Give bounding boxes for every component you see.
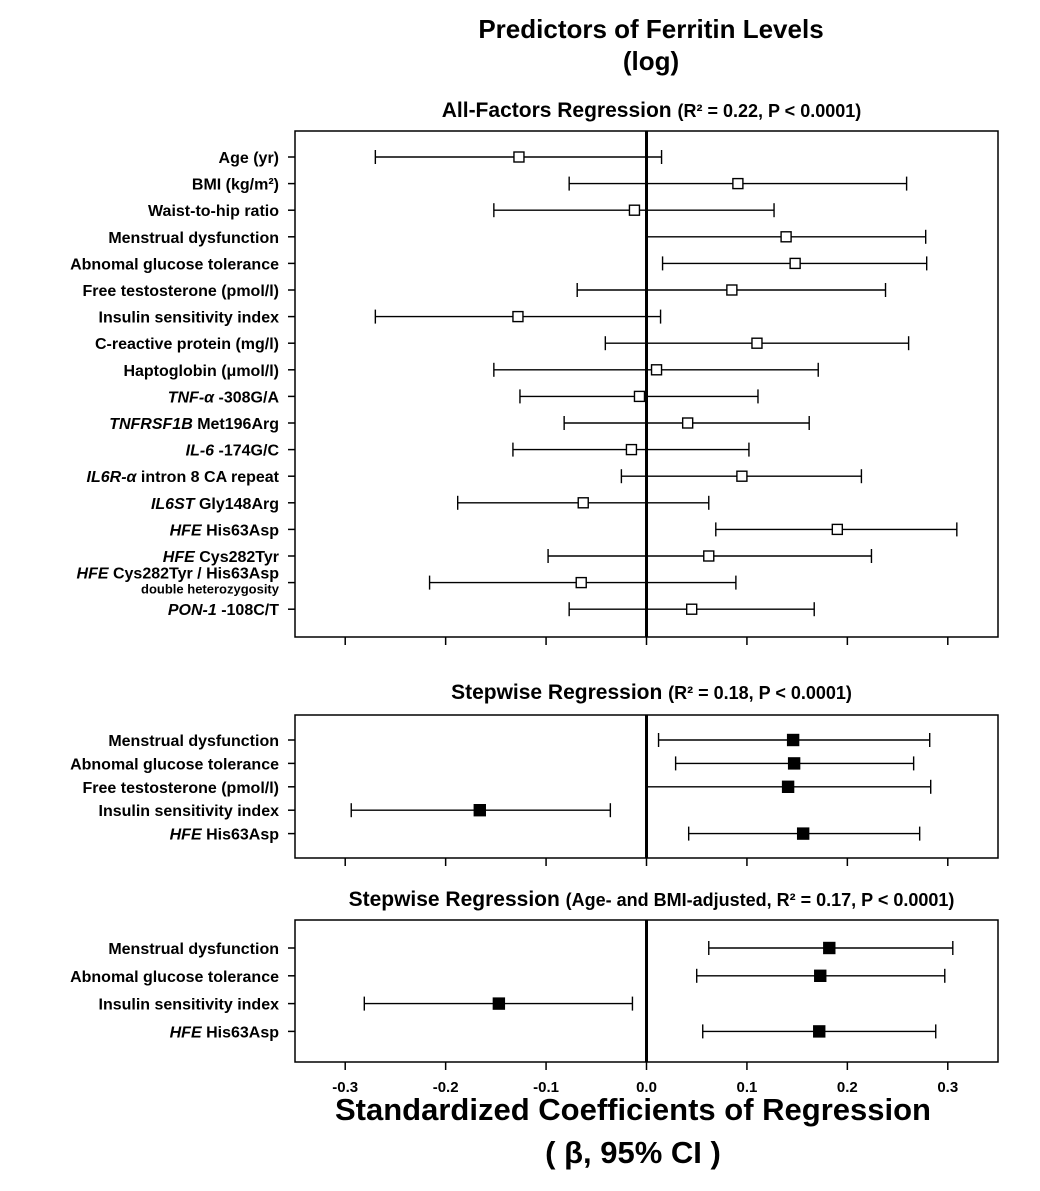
estimate-marker	[796, 827, 810, 840]
row-label: PON-1 -108C/T	[168, 602, 279, 619]
row-label: IL6R-α intron 8 CA repeat	[87, 469, 280, 486]
row-label: Haptoglobin (μmol/l)	[123, 363, 279, 380]
row-label: Free testosterone (pmol/l)	[83, 283, 279, 300]
estimate-marker	[726, 284, 738, 296]
panel-title: Stepwise Regression (R² = 0.18, P < 0.00…	[451, 681, 852, 704]
row-label: Insulin sensitivity index	[99, 803, 280, 820]
estimate-marker	[831, 523, 844, 536]
figure-title-line1: Predictors of Ferritin Levels	[478, 14, 823, 44]
row-label: Abnomal glucose tolerance	[70, 756, 279, 773]
estimate-marker	[732, 177, 744, 190]
estimate-marker	[492, 997, 506, 1010]
row-label: TNF-α -308G/A	[168, 389, 280, 406]
row-label: IL6ST Gly148Arg	[151, 496, 279, 513]
estimate-marker	[473, 804, 486, 817]
forest-panels: All-Factors Regression (R² = 0.22, P < 0…	[70, 99, 999, 1096]
panel-title: Stepwise Regression (Age- and BMI-adjust…	[349, 888, 955, 911]
x-tick-label: -0.1	[533, 1079, 559, 1096]
row-label: Age (yr)	[219, 150, 279, 167]
estimate-marker	[780, 231, 792, 243]
estimate-marker	[685, 603, 698, 615]
row-label: Abnomal glucose tolerance	[70, 256, 279, 273]
estimate-marker	[681, 417, 694, 429]
row-label: HFE Cys282Tyr	[163, 549, 279, 566]
estimate-marker	[786, 733, 800, 747]
estimate-marker	[789, 257, 801, 270]
panel-3: Stepwise Regression (Age- and BMI-adjust…	[70, 888, 999, 1096]
x-tick-label: 0.0	[636, 1079, 657, 1096]
estimate-marker	[814, 969, 827, 982]
row-label: Insulin sensitivity index	[99, 310, 280, 327]
estimate-marker	[650, 364, 663, 376]
x-axis-label-line2: ( β, 95% CI )	[545, 1135, 721, 1170]
estimate-marker	[575, 576, 587, 589]
panel-1: All-Factors Regression (R² = 0.22, P < 0…	[70, 99, 999, 645]
row-label: IL-6 -174G/C	[186, 443, 280, 460]
estimate-marker	[823, 941, 836, 955]
estimate-marker	[736, 470, 748, 482]
panel-title: All-Factors Regression (R² = 0.22, P < 0…	[442, 99, 862, 122]
estimate-marker	[625, 443, 638, 456]
figure-title-line2: (log)	[623, 46, 679, 76]
estimate-marker	[703, 550, 715, 562]
row-label: HFE Cys282Tyr / His63Asp	[77, 566, 280, 583]
x-axis-label-line1: Standardized Coefficients of Regression	[335, 1092, 931, 1127]
x-tick-label: -0.3	[332, 1079, 358, 1096]
estimate-marker	[813, 1025, 826, 1038]
x-tick-label: -0.2	[433, 1079, 459, 1096]
row-label: Insulin sensitivity index	[99, 997, 280, 1014]
row-label: Menstrual dysfunction	[108, 941, 279, 958]
estimate-marker	[751, 337, 763, 349]
row-label: TNFRSF1B Met196Arg	[109, 416, 279, 433]
row-label: HFE His63Asp	[170, 827, 280, 844]
row-label: C-reactive protein (mg/l)	[95, 336, 279, 353]
row-label: Free testosterone (pmol/l)	[83, 780, 279, 797]
row-label: BMI (kg/m²)	[192, 177, 279, 194]
row-label: Menstrual dysfunction	[108, 230, 279, 247]
x-tick-label: 0.3	[937, 1079, 958, 1096]
panel-2: Stepwise Regression (R² = 0.18, P < 0.00…	[70, 681, 999, 866]
estimate-marker	[787, 757, 801, 770]
row-label: HFE His63Asp	[170, 1024, 280, 1041]
row-sublabel: double heterozygosity	[141, 582, 280, 597]
x-tick-label: 0.1	[736, 1079, 757, 1096]
x-tick-label: 0.2	[837, 1079, 858, 1096]
row-label: Waist-to-hip ratio	[148, 203, 279, 220]
estimate-marker	[512, 310, 524, 323]
row-label: Abnomal glucose tolerance	[70, 969, 279, 986]
row-label: Menstrual dysfunction	[108, 733, 279, 750]
estimate-marker	[628, 204, 641, 216]
estimate-marker	[633, 390, 646, 403]
estimate-marker	[781, 780, 795, 793]
estimate-marker	[577, 497, 589, 509]
row-label: HFE His63Asp	[170, 522, 280, 539]
estimate-marker	[513, 151, 525, 163]
